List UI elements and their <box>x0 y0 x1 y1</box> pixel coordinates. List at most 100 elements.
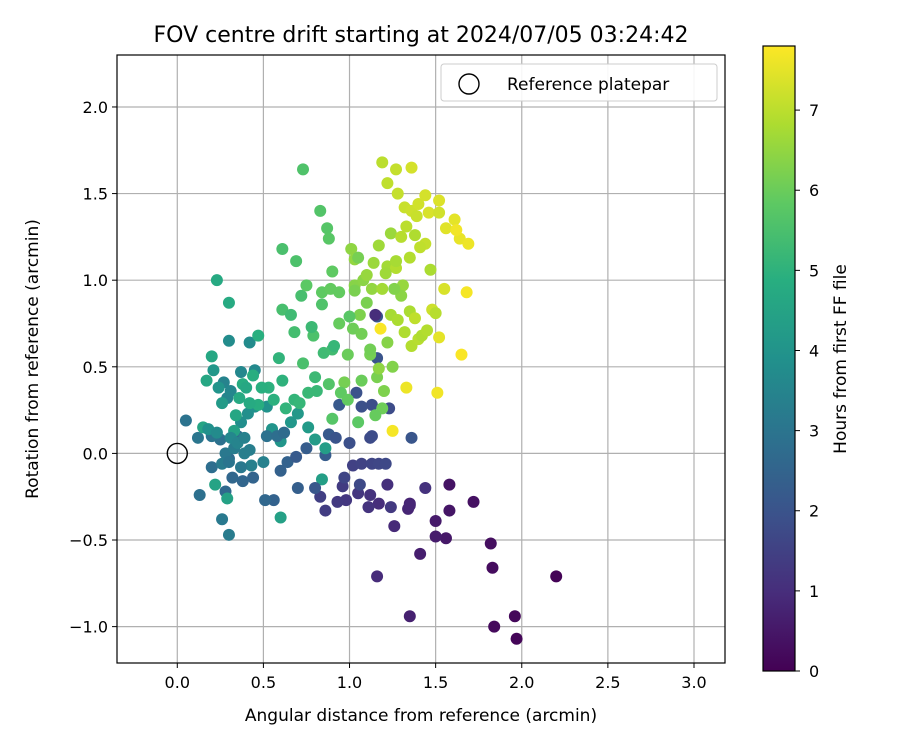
data-point <box>412 197 425 210</box>
data-point <box>439 222 452 235</box>
data-point <box>274 464 287 477</box>
data-point <box>550 570 563 583</box>
data-point <box>302 421 315 434</box>
data-point <box>319 504 332 517</box>
data-point <box>216 397 229 410</box>
data-point <box>341 348 354 361</box>
x-axis-label: Angular distance from reference (arcmin) <box>245 706 597 726</box>
data-point <box>212 381 225 394</box>
data-point <box>229 409 242 422</box>
data-point <box>433 194 446 207</box>
data-point <box>355 327 368 340</box>
data-point <box>300 442 313 455</box>
data-point <box>467 495 480 508</box>
data-point <box>450 223 463 236</box>
data-point <box>419 189 432 202</box>
data-point <box>390 163 403 176</box>
colorbar <box>762 45 796 672</box>
data-point <box>309 371 322 384</box>
data-point <box>448 213 461 226</box>
y-axis-ticks: −1.0 −0.5 0.0 0.5 1.0 1.5 2.0 <box>69 98 117 637</box>
data-point <box>403 610 416 623</box>
data-point <box>429 530 442 543</box>
data-point <box>205 350 218 363</box>
scatter-points <box>179 156 563 645</box>
data-point <box>360 296 373 309</box>
data-point <box>384 227 397 240</box>
data-point <box>369 409 382 422</box>
data-point <box>379 267 392 280</box>
data-point <box>398 326 411 339</box>
data-point <box>364 343 377 356</box>
plot-frame <box>116 54 726 664</box>
colorbar-tick-label: 0 <box>809 662 819 681</box>
data-point <box>333 398 346 411</box>
x-tick-label: 2.0 <box>509 673 534 692</box>
data-point <box>210 426 223 439</box>
data-point <box>355 400 368 413</box>
data-point <box>321 222 334 235</box>
data-point <box>510 632 523 645</box>
data-point <box>429 307 442 320</box>
reference-marker-layer <box>166 442 188 465</box>
data-point <box>314 490 327 503</box>
data-point <box>305 320 318 333</box>
data-point <box>438 282 451 295</box>
data-point <box>353 478 366 491</box>
data-point <box>291 407 304 420</box>
data-point <box>278 426 291 439</box>
colorbar-tick-label: 4 <box>809 341 819 360</box>
colorbar-tick-label: 6 <box>809 181 819 200</box>
data-point <box>222 296 235 309</box>
data-point <box>243 336 256 349</box>
data-point <box>364 488 377 501</box>
y-tick-label: 0.0 <box>83 444 108 463</box>
data-point <box>259 494 272 507</box>
data-point <box>381 336 394 349</box>
data-point <box>400 381 413 394</box>
data-point <box>240 381 253 394</box>
data-point <box>209 478 222 491</box>
data-point <box>236 475 249 488</box>
x-tick-label: 0.5 <box>251 673 276 692</box>
data-point <box>247 471 260 484</box>
data-point <box>235 461 248 474</box>
colorbar-ticks: 0 1 2 3 4 5 6 7 <box>795 101 819 681</box>
data-point <box>200 374 213 387</box>
data-point <box>329 431 342 444</box>
data-point <box>386 424 399 437</box>
data-point <box>279 402 292 415</box>
data-point <box>297 357 310 370</box>
data-point <box>252 329 265 342</box>
data-point <box>224 385 237 398</box>
data-point <box>395 230 408 243</box>
y-tick-label: 0.5 <box>83 358 108 377</box>
data-point <box>284 416 297 429</box>
data-point <box>443 504 456 517</box>
data-point <box>300 279 313 292</box>
data-point <box>390 255 403 268</box>
data-point <box>222 456 235 469</box>
colorbar-label: Hours from first FF file <box>831 264 851 454</box>
data-point <box>484 537 497 550</box>
data-point <box>193 488 206 501</box>
x-tick-label: 1.5 <box>423 673 448 692</box>
colorbar-tick-label: 5 <box>809 261 819 280</box>
colorbar-tick-label: 7 <box>809 101 819 120</box>
data-point <box>207 364 220 377</box>
data-point <box>362 501 375 514</box>
data-point <box>410 210 423 223</box>
data-point <box>238 431 251 444</box>
data-point <box>221 492 234 505</box>
chart-title: FOV centre drift starting at 2024/07/05 … <box>154 23 689 48</box>
data-point <box>439 532 452 545</box>
data-point <box>272 352 285 365</box>
x-tick-label: 2.5 <box>595 673 620 692</box>
data-point <box>422 206 435 219</box>
data-point <box>276 243 289 256</box>
data-point <box>281 456 294 469</box>
data-point <box>372 362 385 375</box>
data-point <box>433 331 446 344</box>
data-point <box>414 241 427 254</box>
